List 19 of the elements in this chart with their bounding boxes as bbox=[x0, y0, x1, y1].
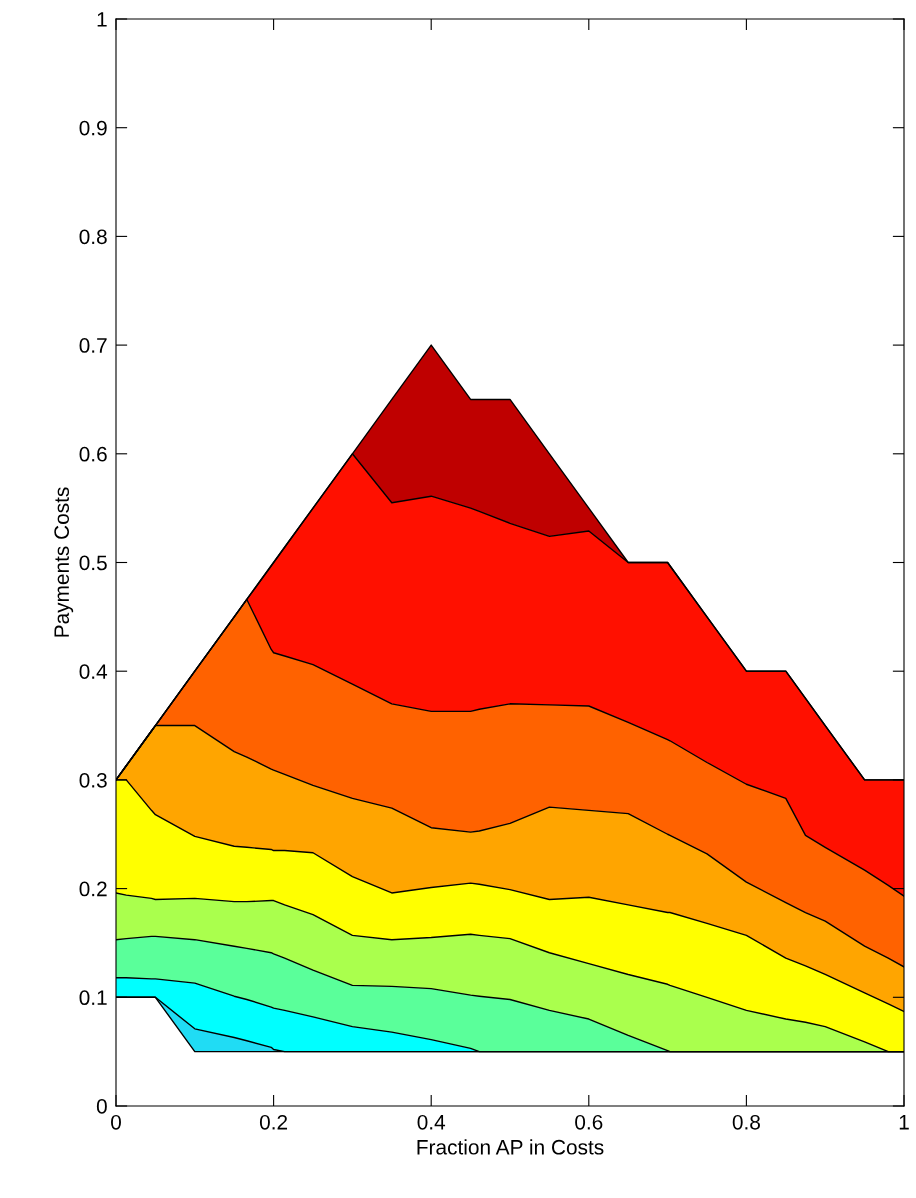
y-tick-label: 0.6 bbox=[79, 446, 107, 462]
y-tick-label: 0.7 bbox=[79, 338, 107, 353]
x-tick-label: 1 bbox=[899, 1115, 909, 1130]
x-tick-label: 0.6 bbox=[575, 1114, 603, 1130]
y-tick-label: 0.9 bbox=[79, 120, 107, 136]
x-tick-label: 0.2 bbox=[259, 1114, 288, 1130]
y-tick-label: 0.5 bbox=[79, 555, 107, 571]
y-tick-label: 0.4 bbox=[79, 664, 108, 679]
y-tick-label: 0 bbox=[96, 1099, 107, 1114]
y-tick-label: 1 bbox=[97, 12, 107, 27]
y-tick-label: 0.1 bbox=[79, 990, 107, 1006]
y-tick-label: 0.2 bbox=[79, 881, 107, 897]
x-tick-label: 0 bbox=[111, 1114, 121, 1130]
x-tick-label: 0.4 bbox=[417, 1114, 446, 1130]
y-tick-label: 0.8 bbox=[79, 229, 107, 245]
y-axis-title: Payments Costs bbox=[54, 487, 74, 637]
y-tick-label: 0.3 bbox=[79, 772, 107, 788]
x-tick-label: 0.8 bbox=[732, 1114, 760, 1130]
x-axis-title: Fraction AP in Costs bbox=[417, 1139, 604, 1155]
